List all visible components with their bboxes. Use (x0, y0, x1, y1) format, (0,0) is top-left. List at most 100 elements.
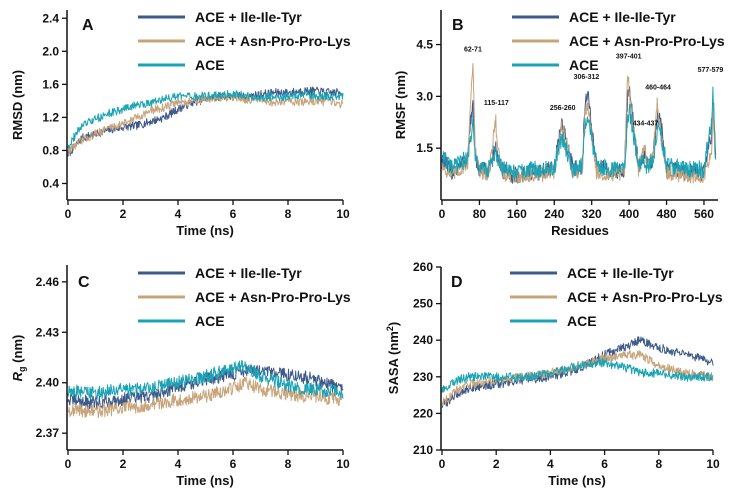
x-tick-label: 2 (493, 457, 500, 471)
x-tick-label: 8 (285, 457, 292, 471)
series-line-3 (67, 90, 344, 149)
y-tick-label: 1.5 (416, 141, 433, 155)
x-tick-label: 4 (175, 207, 182, 221)
sasa-superscript: 2 (385, 326, 395, 331)
y-tick-label: 2.0 (42, 44, 59, 58)
x-tick-label: 480 (657, 207, 677, 221)
peak-annotation: 460-464 (645, 85, 671, 92)
panel-a-label: A (82, 17, 94, 34)
legend-label-ile: ACE + Ile-Ile-Tyr (195, 265, 302, 281)
legend-label-ace: ACE (569, 57, 599, 73)
panel-c-ticks: 0 2 4 6 8 10 2.37 2.40 2.43 2.46 (36, 275, 350, 471)
panel-d-label: D (451, 274, 463, 291)
rg-unit: (nm) (10, 335, 25, 367)
rg-subscript: g (17, 366, 27, 372)
panel-b-y-axis-title: RMSF (nm) (393, 71, 408, 140)
x-tick-label: 0 (439, 457, 446, 471)
x-tick-label: 8 (655, 457, 662, 471)
panel-d-y-axis-title: SASA (nm2) (385, 322, 401, 394)
panel-d-ticks: 0 2 4 6 8 10 210 220 230 240 250 260 (413, 260, 720, 471)
panel-d-legend: ACE + Ile-Ile-Tyr ACE + Asn-Pro-Pro-Lys … (510, 265, 723, 329)
series-line-2 (441, 350, 714, 406)
legend-label-asn: ACE + Asn-Pro-Pro-Lys (195, 33, 351, 49)
x-tick-label: 6 (230, 457, 237, 471)
y-tick-label: 2.43 (36, 325, 60, 339)
x-tick-label: 8 (285, 207, 292, 221)
peak-annotation: 434-437 (633, 121, 659, 128)
x-tick-label: 6 (230, 207, 237, 221)
series-line-2 (67, 93, 344, 154)
panel-b: 62-71 115-117 256-260 306-312 397-401 434-437… (393, 9, 725, 238)
legend-label-ace: ACE (195, 57, 225, 73)
x-tick-label: 2 (120, 207, 127, 221)
x-tick-label: 4 (175, 457, 182, 471)
x-tick-label: 240 (544, 207, 564, 221)
peak-annotation: 397-401 (616, 53, 642, 60)
legend-label-ace: ACE (567, 313, 597, 329)
rg-symbol: R (10, 371, 25, 381)
series-line-3 (67, 359, 344, 400)
peak-annotation: 62-71 (464, 47, 482, 54)
panel-b-legend: ACE + Ile-Ile-Tyr ACE + Asn-Pro-Pro-Lys … (512, 9, 725, 73)
panel-c-x-axis-title: Time (ns) (176, 473, 234, 488)
legend-label-ace: ACE (195, 313, 225, 329)
peak-annotation: 115-117 (484, 100, 509, 107)
panel-b-annotations: 62-71 115-117 256-260 306-312 397-401 434-437… (464, 47, 723, 128)
panel-d: 0 2 4 6 8 10 210 220 230 240 250 260 D Time (ns) SA… (385, 260, 723, 488)
y-tick-label: 4.5 (416, 38, 433, 52)
x-tick-label: 0 (65, 457, 72, 471)
peak-annotation: 256-260 (550, 105, 576, 112)
y-tick-label: 230 (413, 370, 433, 384)
x-tick-label: 320 (582, 207, 602, 221)
x-tick-label: 6 (601, 457, 608, 471)
sasa-tail: ) (386, 322, 401, 326)
legend-label-asn: ACE + Asn-Pro-Pro-Lys (195, 289, 351, 305)
legend-label-asn: ACE + Asn-Pro-Pro-Lys (569, 33, 725, 49)
y-tick-label: 1.2 (42, 110, 59, 124)
x-tick-label: 10 (336, 207, 350, 221)
y-tick-label: 2.37 (36, 426, 60, 440)
panel-a-y-axis-title: RMSD (nm) (10, 70, 25, 140)
y-tick-label: 2.4 (42, 11, 59, 25)
panel-b-x-axis-title: Residues (551, 223, 609, 238)
y-tick-label: 210 (413, 443, 433, 457)
panel-b-ticks: 0 80 160 240 320 400 480 560 1.5 3.0 4.5 (416, 38, 714, 221)
panel-c-label: C (78, 274, 90, 291)
panel-c-y-axis-title: Rg (nm) (10, 335, 27, 382)
x-tick-label: 10 (706, 457, 720, 471)
y-tick-label: 240 (413, 333, 433, 347)
x-tick-label: 2 (120, 457, 127, 471)
panel-a-x-axis-title: Time (ns) (176, 223, 234, 238)
series-line-1 (67, 364, 344, 410)
y-tick-label: 250 (413, 297, 433, 311)
panel-a-legend: ACE + Ile-Ile-Tyr ACE + Asn-Pro-Pro-Lys … (138, 9, 351, 73)
legend-label-ile: ACE + Ile-Ile-Tyr (195, 9, 302, 25)
panel-c: 0 2 4 6 8 10 2.37 2.40 2.43 2.46 C Time (ns) Rg (… (10, 265, 351, 488)
peak-annotation: 306-312 (574, 74, 600, 81)
panel-a-series (67, 86, 344, 157)
panel-d-x-axis-title: Time (ns) (548, 473, 606, 488)
x-tick-label: 560 (694, 207, 714, 221)
series-line-2 (67, 376, 344, 419)
y-tick-label: 1.6 (42, 77, 59, 91)
y-tick-label: 220 (413, 406, 433, 420)
y-tick-label: 0.8 (42, 143, 59, 157)
y-tick-label: 0.4 (42, 176, 59, 190)
legend-label-ile: ACE + Ile-Ile-Tyr (569, 9, 676, 25)
y-tick-label: 2.46 (36, 275, 60, 289)
series-line-1 (441, 336, 714, 408)
panel-a-ticks: 0 2 4 6 8 10 0.4 0.8 1.2 1.6 2.0 2.4 (42, 11, 350, 221)
panel-c-series (67, 359, 344, 419)
x-tick-label: 400 (619, 207, 639, 221)
x-tick-label: 10 (336, 457, 350, 471)
x-tick-label: 4 (547, 457, 554, 471)
legend-label-ile: ACE + Ile-Ile-Tyr (567, 265, 674, 281)
peak-annotation: 577-579 (698, 67, 724, 74)
panel-d-series (441, 336, 714, 408)
y-tick-label: 2.40 (36, 376, 60, 390)
x-tick-label: 0 (439, 207, 446, 221)
panel-b-series (441, 63, 717, 184)
x-tick-label: 0 (65, 207, 72, 221)
panel-b-label: B (452, 17, 464, 34)
